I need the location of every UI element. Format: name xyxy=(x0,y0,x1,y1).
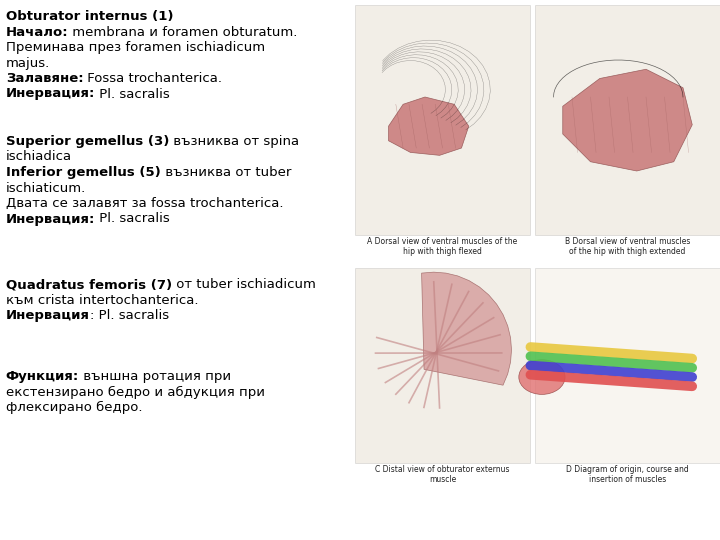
Text: Инервация:: Инервация: xyxy=(6,87,95,100)
Text: B Dorsal view of ventral muscles
of the hip with thigh extended: B Dorsal view of ventral muscles of the … xyxy=(564,237,690,256)
Polygon shape xyxy=(563,69,692,171)
Text: Преминава през foramen ischiadicum: Преминава през foramen ischiadicum xyxy=(6,41,265,54)
Text: Quadratus femoris (7): Quadratus femoris (7) xyxy=(6,278,172,291)
Polygon shape xyxy=(389,97,469,156)
Text: Inferior gemellus (5): Inferior gemellus (5) xyxy=(6,166,161,179)
Text: Двата се залавят за fossa trochanterica.: Двата се залавят за fossa trochanterica. xyxy=(6,197,283,210)
Text: Инервация:: Инервация: xyxy=(6,213,95,226)
Text: A Dorsal view of ventral muscles of the
hip with thigh flexed: A Dorsal view of ventral muscles of the … xyxy=(367,237,518,256)
Text: D Diagram of origin, course and
insertion of muscles: D Diagram of origin, course and insertio… xyxy=(566,465,689,484)
Text: флексирано бедро.: флексирано бедро. xyxy=(6,401,143,414)
Polygon shape xyxy=(422,272,511,385)
Bar xyxy=(535,268,720,463)
Text: към crista intertochanterica.: към crista intertochanterica. xyxy=(6,294,198,307)
Text: ischiaticum.: ischiaticum. xyxy=(6,181,86,194)
Text: Залавяне:: Залавяне: xyxy=(6,72,84,85)
Text: екстензирано бедро и абдукция при: екстензирано бедро и абдукция при xyxy=(6,386,265,399)
Text: външна ротация при: външна ротация при xyxy=(79,370,231,383)
Text: Pl. sacralis: Pl. sacralis xyxy=(95,213,170,226)
Text: Superior gemellus (3): Superior gemellus (3) xyxy=(6,135,169,148)
Text: C Distal view of obturator externus
muscle: C Distal view of obturator externus musc… xyxy=(375,465,510,484)
Text: Obturator internus (1): Obturator internus (1) xyxy=(6,10,174,23)
Text: възниква от tuber: възниква от tuber xyxy=(161,166,291,179)
Text: Fossa trochanterica.: Fossa trochanterica. xyxy=(84,72,222,85)
Text: : Pl. sacralis: : Pl. sacralis xyxy=(90,309,169,322)
Bar xyxy=(355,268,530,463)
Text: от tuber ischiadicum: от tuber ischiadicum xyxy=(172,278,316,291)
Text: Функция:: Функция: xyxy=(6,370,79,383)
Text: Инервация: Инервация xyxy=(6,309,90,322)
Text: Начало:: Начало: xyxy=(6,25,68,38)
Text: majus.: majus. xyxy=(6,57,50,70)
Text: Pl. sacralis: Pl. sacralis xyxy=(95,87,170,100)
Bar xyxy=(355,5,530,235)
Bar xyxy=(535,5,720,235)
Text: membrana и foramen obturatum.: membrana и foramen obturatum. xyxy=(68,25,298,38)
Text: възниква от spina: възниква от spina xyxy=(169,135,300,148)
Ellipse shape xyxy=(519,360,565,394)
Text: ischiadica: ischiadica xyxy=(6,151,72,164)
